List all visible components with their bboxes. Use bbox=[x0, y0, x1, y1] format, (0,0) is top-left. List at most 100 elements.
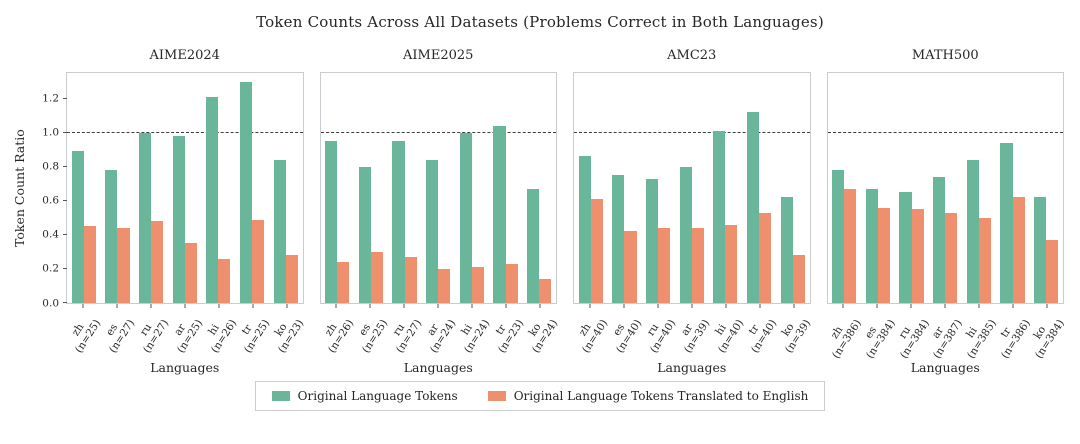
y-tick-label: 0.2 bbox=[42, 262, 59, 275]
bar-group-hi bbox=[962, 73, 996, 303]
bar-translated-hi bbox=[471, 267, 484, 303]
bar-translated-tr bbox=[505, 263, 518, 303]
bar-group-hi bbox=[455, 73, 489, 303]
y-tick-mark bbox=[63, 97, 67, 99]
legend: Original Language Tokens Original Langua… bbox=[0, 381, 1080, 411]
chart-area: Token Count Ratio AIME2024 0.0 0.2 0.4 0.6 0.… bbox=[0, 48, 1080, 375]
x-tick-mark bbox=[335, 304, 337, 308]
bar-group-ko bbox=[1029, 73, 1063, 303]
x-tick-mark bbox=[691, 304, 693, 308]
y-tick-label: 1.0 bbox=[42, 126, 59, 139]
legend-item-translated-tokens: Original Language Tokens Translated to E… bbox=[487, 389, 808, 403]
bar-original-zh bbox=[325, 141, 338, 303]
reference-line bbox=[67, 131, 303, 133]
figure-title: Token Counts Across All Datasets (Proble… bbox=[256, 13, 824, 31]
bar-original-hi bbox=[713, 130, 726, 303]
bar-group-ko bbox=[269, 73, 303, 303]
bar-original-ko bbox=[1034, 197, 1047, 303]
bar-original-hi bbox=[459, 132, 472, 303]
bar-original-hi bbox=[206, 96, 219, 303]
bar-original-ko bbox=[273, 159, 286, 303]
bar-original-ko bbox=[780, 197, 793, 303]
x-tick-mark bbox=[150, 304, 152, 308]
subplot-title: AMC23 bbox=[667, 48, 717, 63]
plot-area bbox=[573, 72, 811, 304]
x-axis-label: Languages bbox=[657, 360, 727, 375]
bar-original-ko bbox=[527, 188, 540, 303]
bar-translated-zh bbox=[83, 226, 96, 303]
bar-translated-hi bbox=[725, 224, 738, 303]
translated-tokens-swatch bbox=[487, 391, 506, 401]
bar-original-ar bbox=[172, 136, 185, 303]
bar-group-zh bbox=[574, 73, 608, 303]
bar-original-ar bbox=[679, 166, 692, 303]
bar-group-hi bbox=[202, 73, 236, 303]
y-tick-label: 0.8 bbox=[42, 160, 59, 173]
y-tick-mark bbox=[63, 267, 67, 269]
bar-group-es bbox=[608, 73, 642, 303]
bar-translated-es bbox=[877, 207, 891, 303]
bar-translated-ru bbox=[911, 209, 924, 303]
x-tick-mark bbox=[184, 304, 186, 308]
bar-original-ar bbox=[933, 176, 946, 303]
bar-translated-es bbox=[624, 231, 637, 303]
bar-group-zh bbox=[67, 73, 101, 303]
y-tick-label: 0.4 bbox=[42, 228, 59, 241]
subplot-aime2025: AIME2025 zh (n=26) es (n=25) ru (n=27) ar (n=24)… bbox=[319, 48, 560, 375]
y-tick-mark bbox=[63, 302, 67, 303]
bar-translated-hi bbox=[978, 217, 991, 303]
bar-translated-es bbox=[370, 251, 384, 303]
reference-line bbox=[574, 131, 810, 133]
x-tick-mark bbox=[471, 304, 473, 308]
y-tick-mark bbox=[63, 131, 67, 133]
x-tick-mark bbox=[657, 304, 659, 308]
bar-translated-ru bbox=[404, 257, 417, 303]
x-tick-mark bbox=[876, 304, 878, 308]
bar-original-ru bbox=[899, 192, 912, 303]
x-tick-mark bbox=[1012, 304, 1014, 308]
subplot-math500: MATH500 zh (n=386) es (n=384) ru (n=384) ar (n=3… bbox=[826, 48, 1067, 375]
bar-original-es bbox=[358, 166, 371, 303]
bar-group-ru bbox=[388, 73, 422, 303]
plot-area bbox=[826, 72, 1064, 304]
x-tick-mark bbox=[116, 304, 118, 308]
x-tick-mark bbox=[539, 304, 541, 308]
x-tick-mark bbox=[286, 304, 288, 308]
bar-translated-tr bbox=[759, 212, 772, 303]
y-tick-label: 0.0 bbox=[42, 296, 59, 309]
x-tick-mark bbox=[759, 304, 761, 308]
x-tick-mark bbox=[623, 304, 625, 308]
bar-group-ko bbox=[776, 73, 810, 303]
bar-translated-ru bbox=[658, 228, 671, 303]
bar-group-ko bbox=[522, 73, 556, 303]
x-tick-mark bbox=[842, 304, 844, 308]
x-tick-mark bbox=[944, 304, 946, 308]
bar-original-es bbox=[612, 175, 625, 303]
bar-group-es bbox=[354, 73, 388, 303]
panels-row: AIME2024 0.0 0.2 0.4 0.6 0.8 1.0 1.2 zh (n=25) es(… bbox=[42, 48, 1067, 375]
x-tick-mark bbox=[725, 304, 727, 308]
x-axis-ticks: zh (n=25) es (n=27) ru (n=27) ar (n=25) hi (n=26)… bbox=[66, 304, 307, 362]
x-tick-mark bbox=[793, 304, 795, 308]
bar-original-es bbox=[105, 170, 118, 303]
reference-line bbox=[827, 131, 1063, 133]
x-tick-mark bbox=[252, 304, 254, 308]
bar-group-ar bbox=[675, 73, 709, 303]
original-tokens-swatch bbox=[271, 391, 290, 401]
bar-translated-ko bbox=[539, 279, 552, 303]
bar-group-tr bbox=[235, 73, 269, 303]
y-tick-mark bbox=[63, 165, 67, 167]
bar-group-tr bbox=[742, 73, 776, 303]
bar-group-ru bbox=[895, 73, 929, 303]
subplot-title: AIME2024 bbox=[149, 48, 220, 63]
bar-original-ru bbox=[138, 132, 152, 303]
x-tick-mark bbox=[82, 304, 84, 308]
bar-original-tr bbox=[493, 125, 506, 303]
bar-translated-ko bbox=[792, 255, 805, 303]
legend-item-original-tokens: Original Language Tokens bbox=[271, 389, 458, 403]
y-tick-mark bbox=[63, 233, 67, 235]
x-tick-mark bbox=[589, 304, 591, 308]
bar-group-ar bbox=[168, 73, 202, 303]
x-tick-mark bbox=[369, 304, 371, 308]
x-axis-ticks: zh (n=26) es (n=25) ru (n=27) ar (n=24) hi (n=24)… bbox=[320, 304, 560, 362]
